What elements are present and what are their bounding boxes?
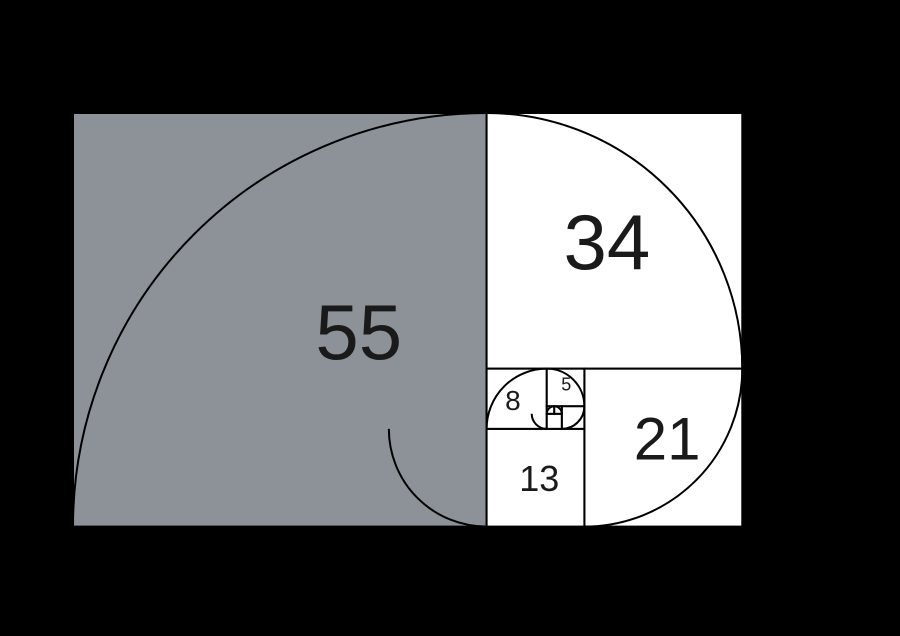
spiral-group: 55 34 21 13 8 5 [0, 0, 900, 636]
label-55: 55 [315, 288, 402, 376]
fibonacci-spiral-diagram: 55 34 21 13 8 5 [0, 0, 900, 636]
tile-55 [73, 113, 487, 527]
label-13: 13 [519, 458, 559, 499]
tile-2 [547, 414, 562, 429]
label-8: 8 [505, 385, 521, 416]
label-34: 34 [564, 198, 651, 286]
label-5: 5 [561, 375, 571, 395]
label-21: 21 [634, 406, 701, 473]
